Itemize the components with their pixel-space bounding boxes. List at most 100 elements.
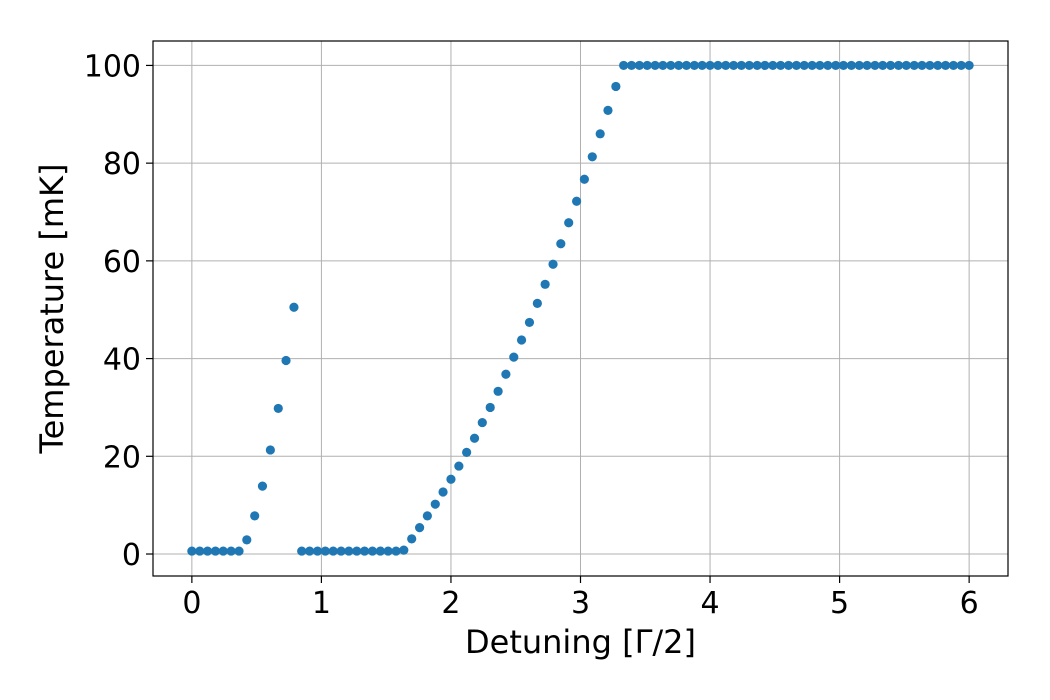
- data-point: [697, 60, 707, 71]
- data-point: [328, 546, 338, 556]
- data-point: [516, 335, 527, 345]
- data-point: [501, 369, 511, 379]
- data-point: [846, 60, 856, 71]
- data-point: [218, 546, 228, 556]
- data-point: [430, 499, 440, 509]
- data-point: [320, 546, 330, 556]
- data-point: [587, 152, 597, 162]
- data-point: [705, 60, 715, 71]
- x-tick-label: 0: [182, 586, 201, 621]
- data-point: [760, 60, 770, 71]
- data-point: [752, 60, 762, 71]
- data-point: [940, 60, 951, 71]
- data-point: [619, 60, 629, 71]
- y-axis-label: Temperature [mK]: [33, 164, 71, 455]
- data-point: [878, 60, 888, 71]
- data-point: [359, 546, 370, 556]
- data-point: [265, 445, 275, 455]
- data-point: [933, 60, 943, 71]
- data-point: [556, 239, 566, 249]
- y-tick-label: 100: [84, 49, 141, 84]
- data-point: [650, 60, 660, 71]
- data-point: [634, 60, 645, 71]
- data-point: [744, 60, 754, 71]
- y-tick-label: 80: [103, 147, 141, 182]
- x-tick-label: 5: [830, 586, 849, 621]
- data-point: [281, 355, 291, 366]
- data-point: [862, 60, 872, 71]
- x-tick-label: 3: [571, 586, 590, 621]
- y-tick-label: 20: [103, 440, 141, 475]
- data-point: [838, 60, 849, 71]
- data-point: [579, 174, 589, 184]
- data-point: [611, 81, 621, 92]
- data-point: [783, 60, 794, 71]
- x-tick-label: 2: [441, 586, 460, 621]
- data-point: [956, 60, 966, 71]
- data-point: [768, 60, 778, 71]
- x-axis-label: Detuning [Γ/2]: [465, 623, 696, 661]
- data-point: [477, 417, 487, 428]
- x-tick-label: 4: [700, 586, 719, 621]
- data-point: [399, 545, 409, 555]
- data-point: [485, 402, 495, 413]
- data-point: [297, 546, 307, 556]
- data-point: [815, 60, 825, 71]
- data-point: [312, 546, 323, 556]
- y-tick-label: 0: [122, 538, 141, 573]
- data-point: [305, 546, 315, 556]
- data-point: [524, 317, 535, 328]
- data-point: [493, 386, 503, 396]
- data-point: [257, 481, 268, 491]
- data-point: [964, 60, 974, 71]
- data-point: [854, 60, 864, 71]
- data-point: [776, 60, 786, 71]
- data-point: [909, 60, 919, 71]
- data-point: [925, 60, 935, 71]
- data-point: [210, 546, 221, 556]
- data-point: [917, 60, 927, 71]
- data-point: [721, 60, 731, 71]
- data-point: [375, 546, 385, 556]
- data-point: [831, 60, 841, 71]
- data-point: [729, 60, 739, 71]
- data-point: [886, 60, 896, 71]
- data-point: [289, 302, 299, 312]
- x-tick-label: 6: [960, 586, 979, 621]
- data-point: [674, 60, 684, 71]
- data-point: [344, 546, 354, 556]
- data-point: [791, 60, 802, 71]
- data-point: [422, 511, 432, 521]
- data-point: [391, 546, 401, 556]
- grid: [153, 41, 1008, 576]
- data-point: [407, 534, 417, 544]
- data-point: [187, 546, 197, 556]
- data-point: [509, 352, 519, 362]
- data-point: [242, 535, 252, 545]
- data-point: [681, 60, 692, 71]
- data-point: [469, 433, 480, 443]
- data-point: [823, 60, 833, 71]
- data-point: [250, 511, 260, 521]
- data-points: [187, 60, 974, 556]
- data-point: [548, 259, 558, 269]
- data-point: [666, 60, 676, 71]
- data-point: [807, 60, 817, 71]
- x-tick-label: 1: [312, 586, 331, 621]
- data-point: [564, 218, 574, 228]
- data-point: [642, 60, 652, 71]
- data-point: [658, 60, 668, 71]
- data-point: [336, 546, 346, 556]
- data-point: [462, 447, 472, 457]
- data-point: [415, 523, 425, 533]
- data-point: [595, 129, 605, 139]
- data-point: [948, 60, 959, 71]
- data-point: [367, 546, 378, 556]
- data-point: [713, 60, 723, 71]
- y-tick-label: 60: [103, 245, 141, 280]
- data-point: [202, 546, 213, 556]
- data-point: [736, 60, 746, 71]
- data-point: [195, 546, 205, 556]
- data-point: [226, 546, 236, 556]
